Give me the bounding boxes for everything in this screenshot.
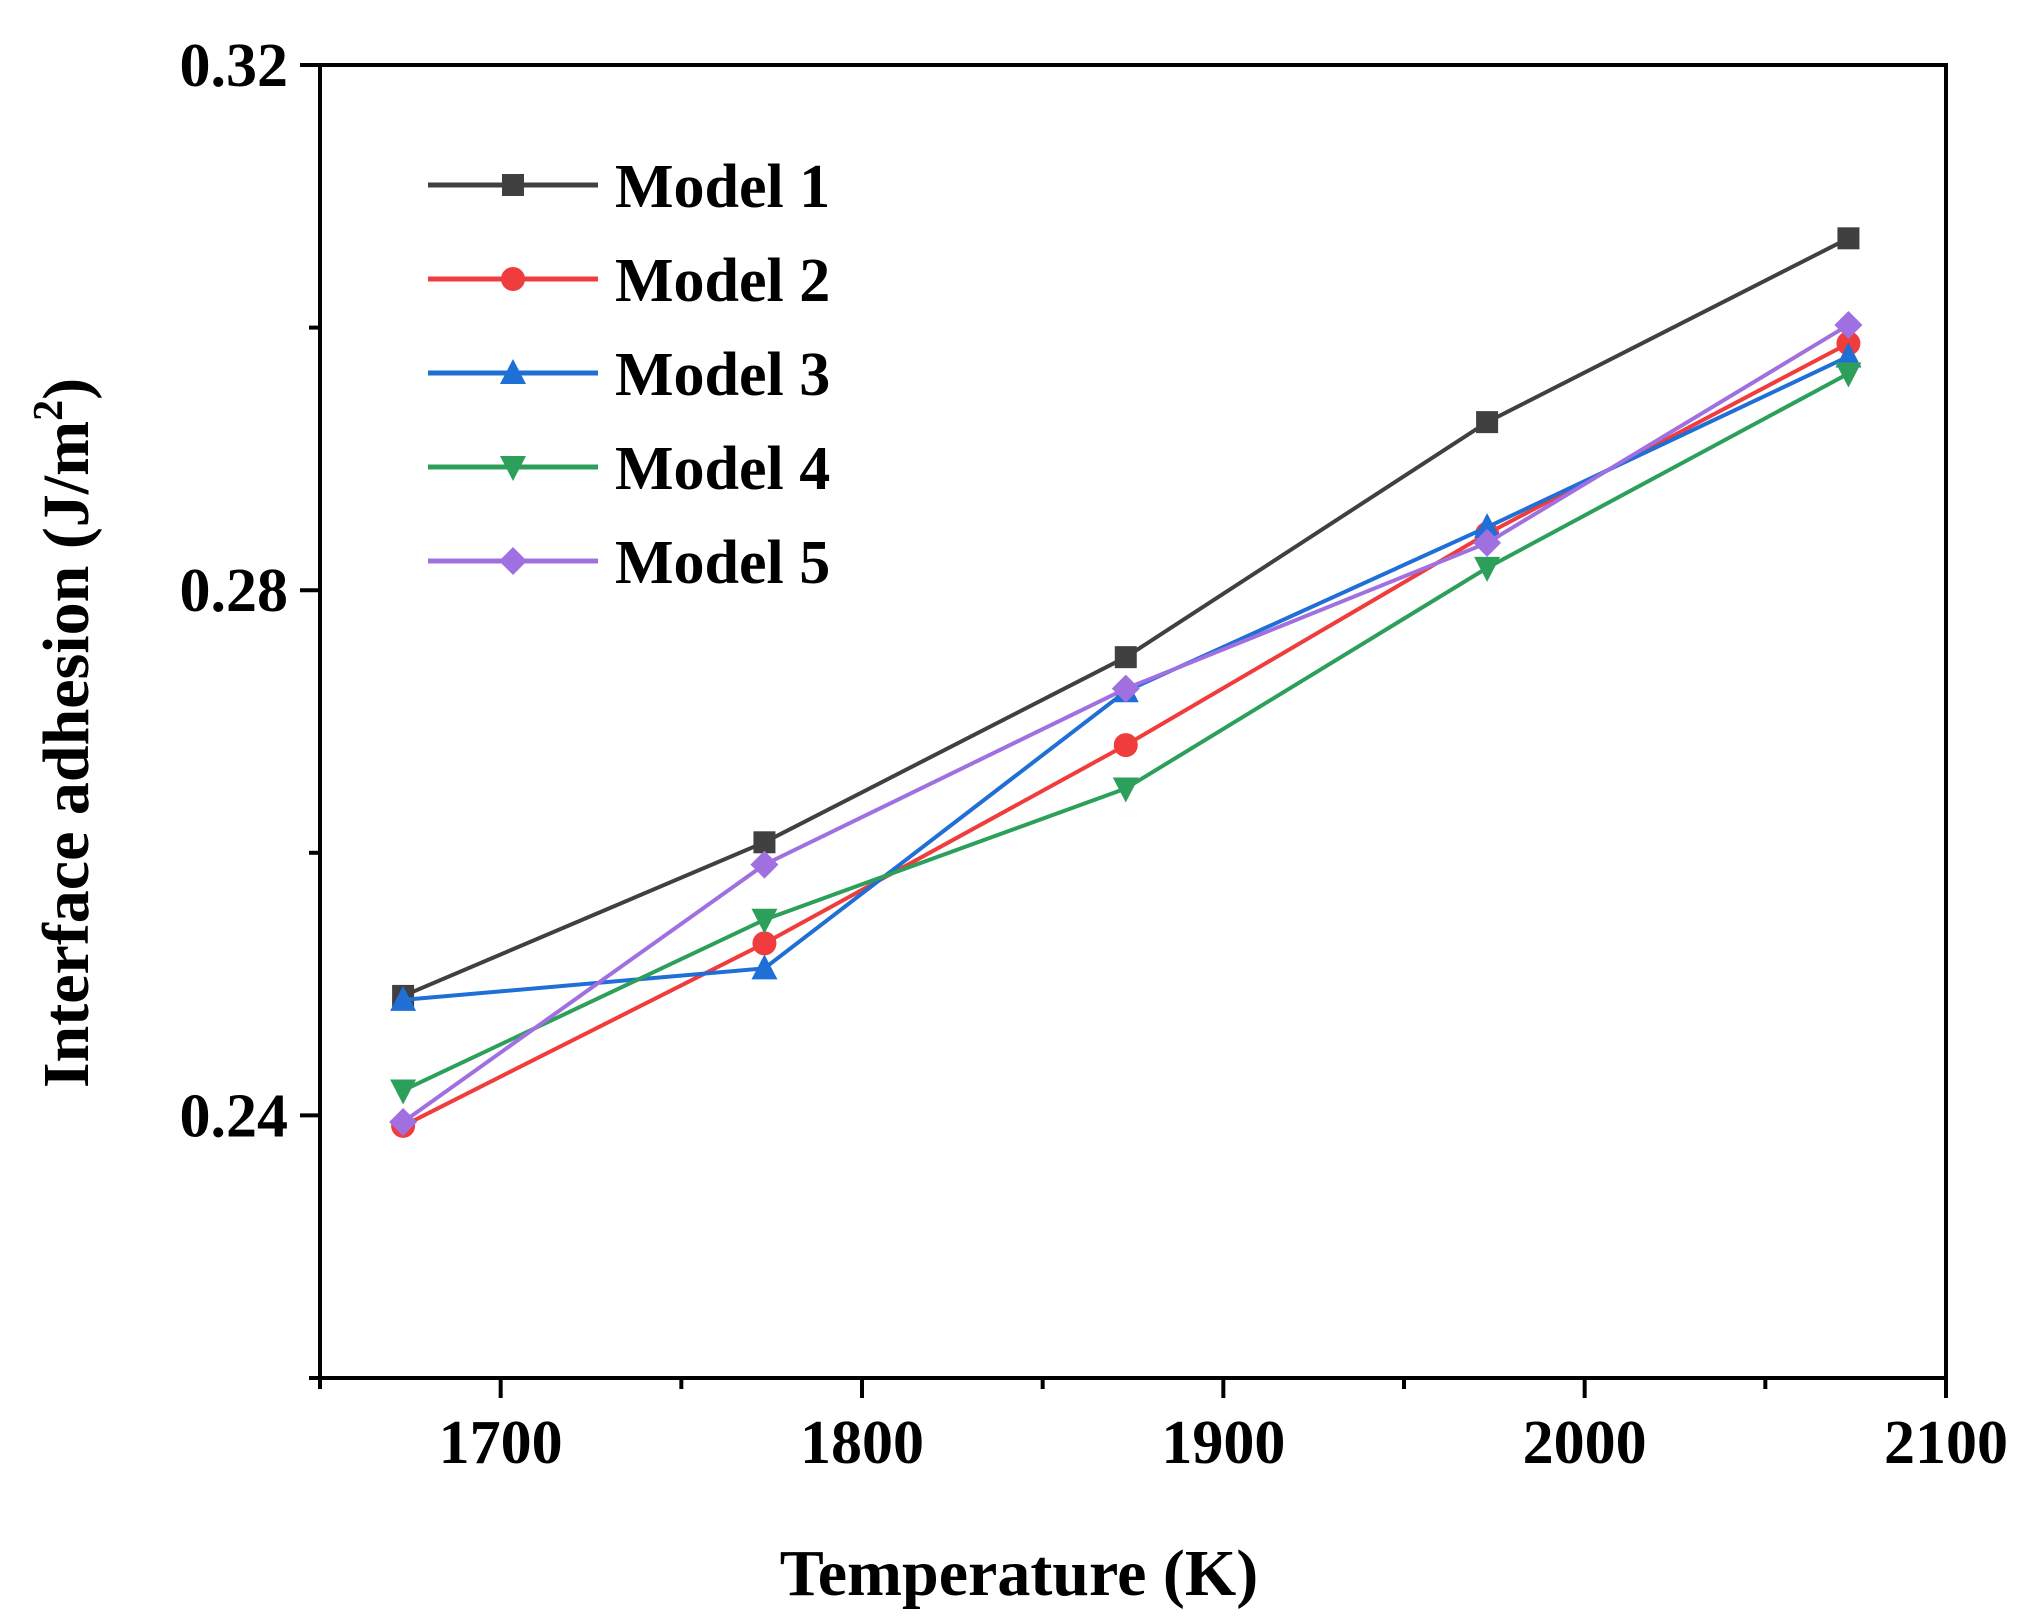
data-point: [751, 908, 778, 934]
series-4: [390, 362, 1862, 1105]
legend-label: Model 2: [615, 247, 830, 315]
legend-label: Model 4: [615, 435, 830, 503]
legend-marker: [500, 456, 526, 481]
legend-label: Model 5: [615, 529, 830, 597]
x-tick-label: 2000: [1523, 1409, 1647, 1477]
x-axis-title: Temperature (K): [780, 1537, 1258, 1610]
series-1: [392, 227, 1860, 1007]
axis-ticks: 1700 1800 1900 2000 2100 0.24 0.28 0.32: [180, 32, 2009, 1477]
data-point: [1837, 227, 1860, 250]
plot-frame: [318, 63, 1948, 1380]
x-tick-label: 1700: [439, 1409, 563, 1477]
x-tick-label: 2100: [1884, 1409, 2008, 1477]
data-point: [1835, 342, 1862, 368]
data-point: [1474, 513, 1501, 539]
data-point: [1111, 674, 1140, 703]
legend-label: Model 3: [615, 341, 830, 409]
legend-item: Model 2: [428, 247, 830, 315]
y-axis-title: Interface adhesion (J/m2): [26, 378, 103, 1088]
y-tick-label: 0.28: [180, 557, 289, 625]
data-point: [390, 985, 417, 1011]
data-point: [750, 850, 779, 879]
series-5: [389, 310, 1863, 1136]
data-point: [389, 1107, 418, 1136]
y-tick-label: 0.24: [180, 1082, 289, 1150]
data-point: [390, 1079, 417, 1105]
legend-marker: [500, 359, 526, 384]
legend-item: Model 1: [428, 153, 830, 221]
axes-frame: [318, 63, 1948, 1380]
data-point: [753, 831, 776, 854]
data-point: [1474, 556, 1501, 582]
legend-marker: [502, 174, 524, 196]
data-point: [751, 954, 778, 980]
y-tick-label: 0.32: [180, 32, 289, 100]
data-point: [1113, 733, 1138, 758]
data-point: [1834, 310, 1863, 339]
legend-label: Model 1: [615, 153, 830, 221]
data-point: [1473, 528, 1502, 557]
data-point: [1112, 777, 1139, 803]
x-tick-label: 1900: [1161, 1409, 1285, 1477]
legend-marker: [499, 547, 527, 575]
y-axis-title-close: ): [30, 378, 103, 400]
y-axis-title-superscript: 2: [26, 400, 72, 421]
legend-item: Model 4: [428, 435, 830, 503]
data-point: [1835, 362, 1862, 388]
x-tick-label: 1800: [800, 1409, 924, 1477]
data-point: [1114, 646, 1137, 669]
legend-marker: [501, 267, 525, 291]
data-point: [752, 931, 777, 956]
legend-item: Model 5: [428, 529, 830, 597]
legend: Model 1 Model 2 Model 3 Model 4 Model 5: [428, 153, 830, 597]
y-axis-title-main: Interface adhesion (J/m: [30, 421, 103, 1088]
legend-item: Model 3: [428, 341, 830, 409]
series-group: [389, 227, 1863, 1138]
data-point: [1476, 411, 1499, 434]
